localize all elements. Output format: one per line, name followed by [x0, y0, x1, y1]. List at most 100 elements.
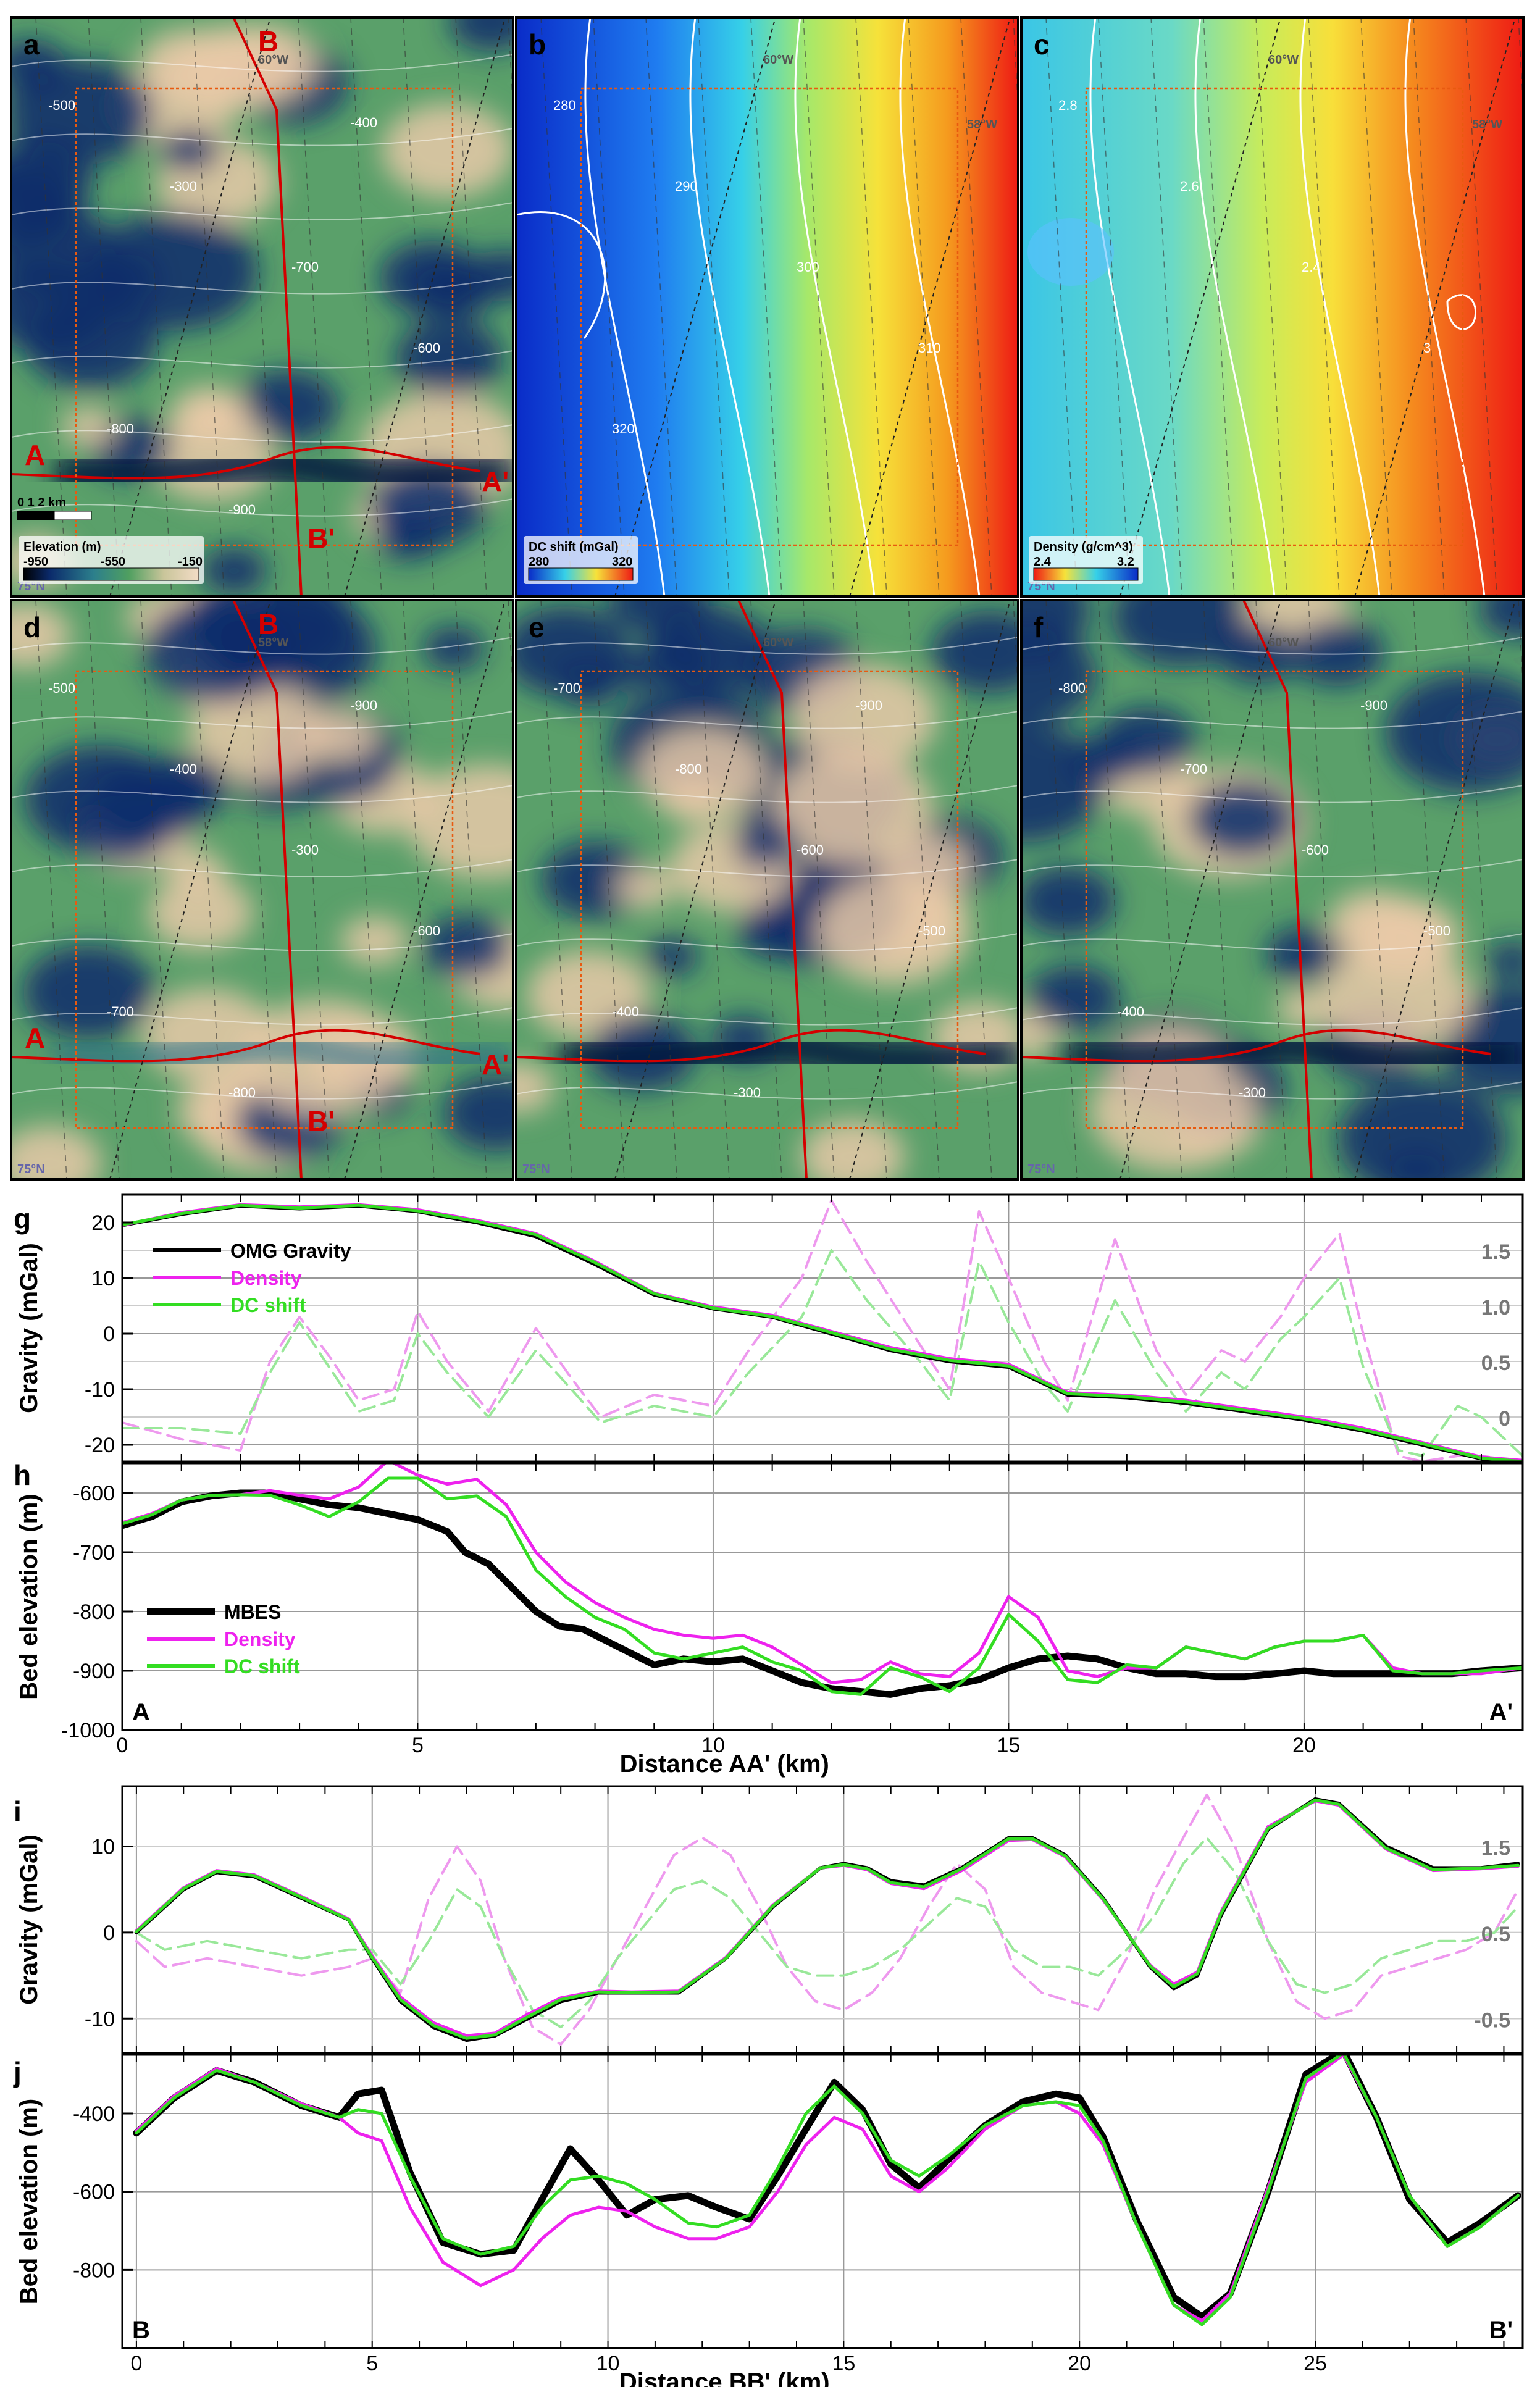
y-tick-label: -10 — [85, 2007, 115, 2031]
contour-label: -800 — [228, 1085, 256, 1100]
scale-bar-label: 0 1 2 km — [17, 496, 66, 509]
profile-line-bb — [1242, 600, 1313, 1179]
longitude-label: 58°W — [967, 118, 997, 132]
map-frame — [515, 16, 1019, 598]
elevation-blob — [644, 937, 699, 976]
map-frame — [10, 16, 514, 598]
elevation-blob — [11, 60, 154, 165]
elevation-blob — [1027, 964, 1121, 1032]
longitude-label: 60°W — [1268, 53, 1299, 67]
elevation-blob — [1218, 624, 1301, 683]
profile-line-bb — [737, 600, 808, 1179]
contour-label: -900 — [228, 502, 256, 517]
contour-label: -600 — [797, 842, 824, 858]
contour-label: -400 — [1117, 1004, 1144, 1019]
x-tick-label: 0 — [130, 2352, 142, 2375]
graticule-line — [455, 17, 487, 596]
elevation-blob — [143, 600, 293, 703]
elevation-blob — [1021, 866, 1116, 937]
profile-line-bb — [232, 17, 303, 596]
contour-label: -700 — [291, 259, 319, 275]
graticule-line — [88, 600, 120, 1179]
elevation-blob — [932, 610, 1018, 693]
right-tick-label: 0 — [1499, 1407, 1510, 1431]
chart-minor-ticks — [122, 2055, 1505, 2348]
elevation-blob — [800, 1119, 905, 1179]
contour-line — [1021, 1081, 1523, 1100]
elevation-blob — [449, 17, 513, 52]
graticule-line — [960, 17, 992, 596]
graticule-line — [140, 600, 172, 1179]
graticule-line — [403, 600, 435, 1179]
elevation-blob — [236, 369, 339, 443]
contour-label: -400 — [170, 761, 197, 777]
contour-line — [11, 350, 513, 369]
y-tick-label: -600 — [73, 1482, 115, 1505]
contour-label: -400 — [350, 115, 377, 130]
graticule-line — [350, 17, 382, 596]
panel-letter: e — [529, 611, 545, 643]
profile-line-aa — [1021, 1029, 1491, 1063]
y-tick-label: 20 — [91, 1211, 115, 1235]
y-axis-title: Gravity (mGal) — [15, 1243, 43, 1413]
graticule-line — [803, 600, 835, 1179]
trough — [557, 1024, 1018, 1083]
legend-label: MBES — [224, 1601, 281, 1623]
x-tick-label: 20 — [1068, 2352, 1091, 2375]
map-frame — [10, 599, 514, 1181]
chart-panel-j: -800 -600 -400 0 5 10 15 20 25 Bed elevation (m) D… — [13, 2054, 1524, 2387]
right-tick-label: 1.5 — [1481, 1837, 1510, 1860]
contour-line — [11, 637, 513, 655]
elevation-blob — [648, 635, 714, 683]
contour-line — [11, 785, 513, 803]
elevation-blob — [526, 950, 650, 1040]
contour-line — [11, 54, 513, 72]
elevation-blob — [148, 875, 253, 951]
graticule-line — [1098, 17, 1130, 596]
elevation-blob — [159, 129, 220, 172]
chart-minor-ticks — [122, 1463, 1483, 1731]
contour-label: -700 — [553, 680, 580, 696]
map-frame — [1020, 599, 1525, 1181]
colorbar: DC shift (mGal)280 320 — [524, 536, 638, 584]
series-line-dc-shift — [135, 2055, 1520, 2326]
chart-minor-ticks — [122, 1786, 1505, 2053]
graticule-line — [750, 17, 782, 596]
colorbar-title: Elevation (m) — [23, 540, 101, 554]
graticule-line — [855, 17, 887, 596]
graticule-line — [1308, 17, 1340, 596]
y-tick-label: -600 — [73, 2181, 115, 2204]
elevation-blob — [1320, 943, 1473, 1053]
contour-label: -900 — [1360, 698, 1387, 713]
contour-label: -500 — [48, 680, 75, 696]
scale-bar-black — [17, 511, 54, 520]
y-tick-label: -700 — [73, 1541, 115, 1565]
series-line-dc-shift — [122, 1476, 1523, 1696]
panel-letter: c — [1034, 28, 1050, 61]
elevation-blobs — [516, 600, 1018, 1179]
contour-line — [516, 933, 1018, 951]
elevation-blob — [171, 25, 295, 113]
elevation-blob — [1021, 626, 1097, 725]
colorbar-title: DC shift (mGal) — [529, 540, 619, 554]
elevation-blob — [1337, 1079, 1507, 1179]
contour-line — [1446, 294, 1476, 330]
y-tick-label: -800 — [73, 1600, 115, 1624]
elevation-blob — [638, 727, 767, 819]
longitude-label: 58°W — [258, 636, 288, 650]
legend-label: OMG Gravity — [230, 1240, 351, 1262]
elevation-blob — [407, 764, 513, 879]
elevation-blob — [1188, 780, 1297, 858]
elevation-blob — [61, 407, 116, 446]
contour-label: -600 — [413, 923, 440, 938]
colorbar: Elevation (m)-950 -550 -150 — [19, 536, 204, 584]
graticule-line — [1203, 17, 1235, 596]
contour-line — [11, 202, 513, 220]
graticule-line — [245, 17, 277, 596]
contour-line — [516, 1007, 1018, 1026]
map-frame — [1020, 16, 1525, 598]
